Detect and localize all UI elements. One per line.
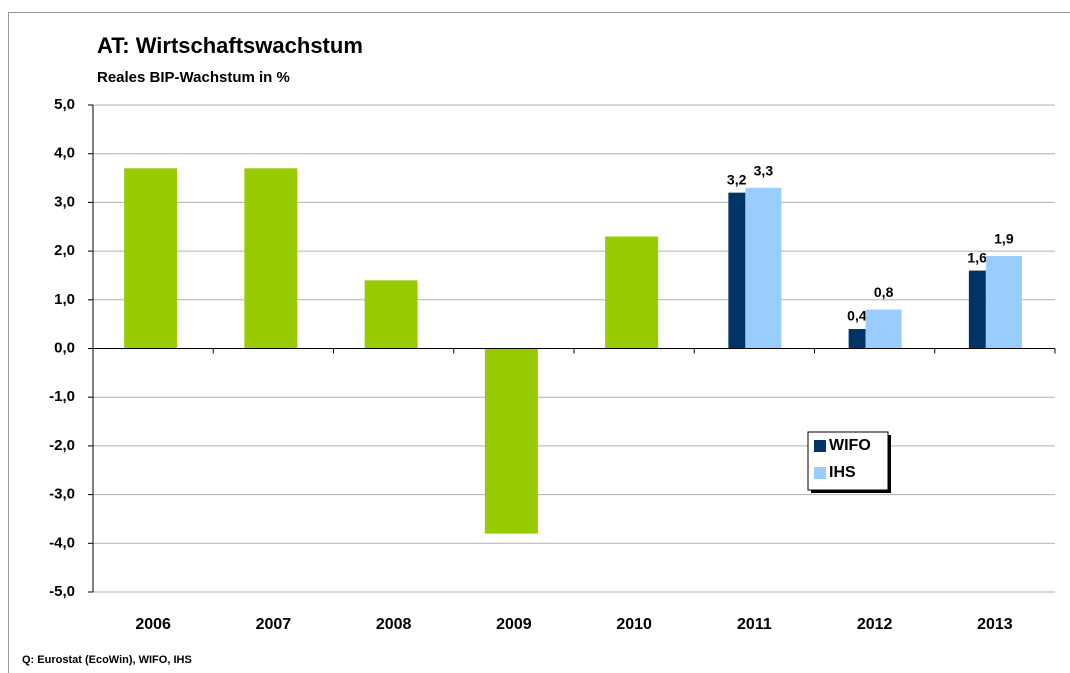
- data-label: 0,8: [874, 284, 894, 300]
- chart-title: AT: Wirtschaftswachstum: [97, 33, 363, 58]
- bar: [865, 309, 902, 349]
- data-label: 3,2: [727, 171, 747, 187]
- x-tick-label: 2013: [977, 616, 1013, 633]
- x-tick-label: 2009: [496, 616, 532, 633]
- bar: [484, 348, 538, 534]
- y-tick-label: -5,0: [49, 583, 75, 600]
- legend-swatch: [814, 467, 826, 479]
- x-tick-label: 2012: [857, 616, 893, 633]
- data-label: 1,9: [994, 231, 1014, 247]
- chart-subtitle: Reales BIP-Wachstum in %: [97, 69, 290, 86]
- frame: [8, 12, 1070, 673]
- y-tick-label: -4,0: [49, 534, 75, 551]
- y-tick-label: 4,0: [54, 145, 75, 162]
- y-tick-label: -1,0: [49, 388, 75, 405]
- data-label: 1,6: [967, 249, 987, 265]
- bar: [244, 168, 298, 349]
- y-tick-label: 1,0: [54, 291, 75, 308]
- x-tick-label: 2007: [256, 616, 292, 633]
- y-tick-label: -3,0: [49, 486, 75, 503]
- y-tick-label: 2,0: [54, 242, 75, 259]
- x-tick-label: 2010: [616, 616, 652, 633]
- y-tick-label: 0,0: [54, 339, 75, 356]
- y-tick-label: -2,0: [49, 437, 75, 454]
- bar: [745, 187, 782, 349]
- bar: [985, 255, 1022, 349]
- bar: [364, 280, 418, 349]
- legend-swatch: [814, 440, 826, 452]
- source-note: Q: Eurostat (EcoWin), WIFO, IHS: [22, 654, 192, 666]
- bar: [124, 168, 178, 349]
- bar: [968, 270, 986, 349]
- bar: [728, 192, 746, 349]
- x-tick-label: 2011: [737, 616, 772, 633]
- legend-label: WIFO: [829, 437, 871, 454]
- bar: [605, 236, 659, 349]
- bar: [848, 329, 866, 349]
- y-tick-label: 3,0: [54, 193, 75, 210]
- legend-label: IHS: [829, 464, 856, 481]
- x-tick-label: 2008: [376, 616, 412, 633]
- x-tick-label: 2006: [135, 616, 171, 633]
- data-label: 0,4: [847, 308, 867, 324]
- y-tick-label: 5,0: [54, 96, 75, 113]
- data-label: 3,3: [754, 162, 774, 178]
